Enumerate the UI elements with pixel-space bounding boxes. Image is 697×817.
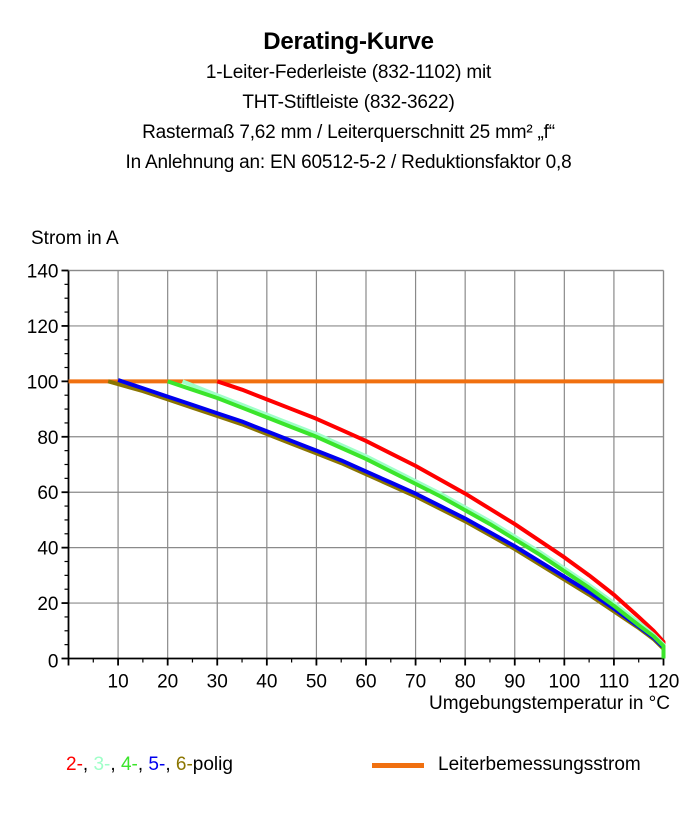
axis-minor-ticks bbox=[61, 269, 665, 666]
curve-3-polig bbox=[181, 379, 666, 659]
legend-pole-5: 5- bbox=[148, 754, 166, 775]
title-block: Derating-Kurve 1-Leiter-Federleiste (832… bbox=[0, 26, 697, 178]
legend: 2-, 3-, 4-, 5-, 6-polig Leiterbemessungs… bbox=[0, 752, 697, 792]
svg-text:50: 50 bbox=[306, 672, 327, 693]
legend-pole-3: 3- bbox=[93, 754, 111, 775]
svg-text:90: 90 bbox=[504, 672, 525, 693]
svg-text:120: 120 bbox=[27, 317, 59, 338]
svg-text:80: 80 bbox=[37, 428, 58, 449]
legend-separator: , bbox=[82, 754, 94, 775]
rated-current-line-icon bbox=[372, 762, 424, 768]
legend-poles-suffix: polig bbox=[192, 754, 233, 775]
svg-text:80: 80 bbox=[455, 672, 476, 693]
legend-rated-current: Leiterbemessungsstrom bbox=[372, 752, 641, 778]
svg-text:40: 40 bbox=[37, 539, 58, 560]
svg-text:100: 100 bbox=[27, 372, 59, 393]
gridlines bbox=[68, 269, 665, 659]
legend-poles: 2-, 3-, 4-, 5-, 6-polig bbox=[66, 752, 233, 778]
y-tick-labels: 0 20 40 60 80 100 120 140 bbox=[27, 262, 59, 673]
svg-text:110: 110 bbox=[599, 672, 629, 693]
axis-frame bbox=[67, 269, 665, 660]
curve-5-polig bbox=[117, 378, 666, 659]
svg-text:20: 20 bbox=[157, 672, 178, 693]
svg-text:70: 70 bbox=[405, 672, 426, 693]
legend-pole-2: 2- bbox=[66, 754, 83, 775]
derating-curves bbox=[107, 378, 666, 659]
svg-text:40: 40 bbox=[256, 672, 277, 693]
curve-6-polig bbox=[107, 379, 666, 659]
svg-text:140: 140 bbox=[27, 262, 59, 283]
legend-separator: , bbox=[137, 754, 149, 775]
subtitle-line-4: In Anlehnung an: EN 60512-5-2 / Reduktio… bbox=[125, 152, 572, 173]
svg-text:100: 100 bbox=[548, 672, 580, 693]
svg-text:20: 20 bbox=[37, 594, 58, 615]
legend-pole-4: 4- bbox=[120, 754, 138, 775]
x-axis-title: Umgebungstemperatur in °C bbox=[429, 693, 670, 714]
svg-text:120: 120 bbox=[648, 672, 680, 693]
legend-separator: , bbox=[110, 754, 121, 775]
legend-rated-label: Leiterbemessungsstrom bbox=[438, 754, 641, 775]
svg-text:10: 10 bbox=[108, 672, 129, 693]
svg-text:60: 60 bbox=[37, 483, 58, 504]
curve-4-polig bbox=[167, 379, 666, 659]
subtitle-line-3: Rastermaß 7,62 mm / Leiterquerschnitt 25… bbox=[142, 122, 555, 143]
subtitle-line-2: THT-Stiftleiste (832-3622) bbox=[242, 92, 455, 113]
svg-text:60: 60 bbox=[355, 672, 376, 693]
subtitle-line-1: 1-Leiter-Federleiste (832-1102) mit bbox=[205, 62, 492, 83]
svg-text:30: 30 bbox=[207, 672, 228, 693]
legend-pole-6: 6- bbox=[175, 754, 193, 775]
y-axis-title: Strom in A bbox=[31, 228, 119, 249]
page-title: Derating-Kurve bbox=[263, 28, 434, 55]
x-tick-labels: 10 20 30 40 50 60 70 80 90 100 110 120 bbox=[108, 672, 680, 693]
svg-text:0: 0 bbox=[48, 652, 59, 673]
curve-2-polig bbox=[216, 379, 666, 659]
legend-separator: , bbox=[165, 754, 176, 775]
